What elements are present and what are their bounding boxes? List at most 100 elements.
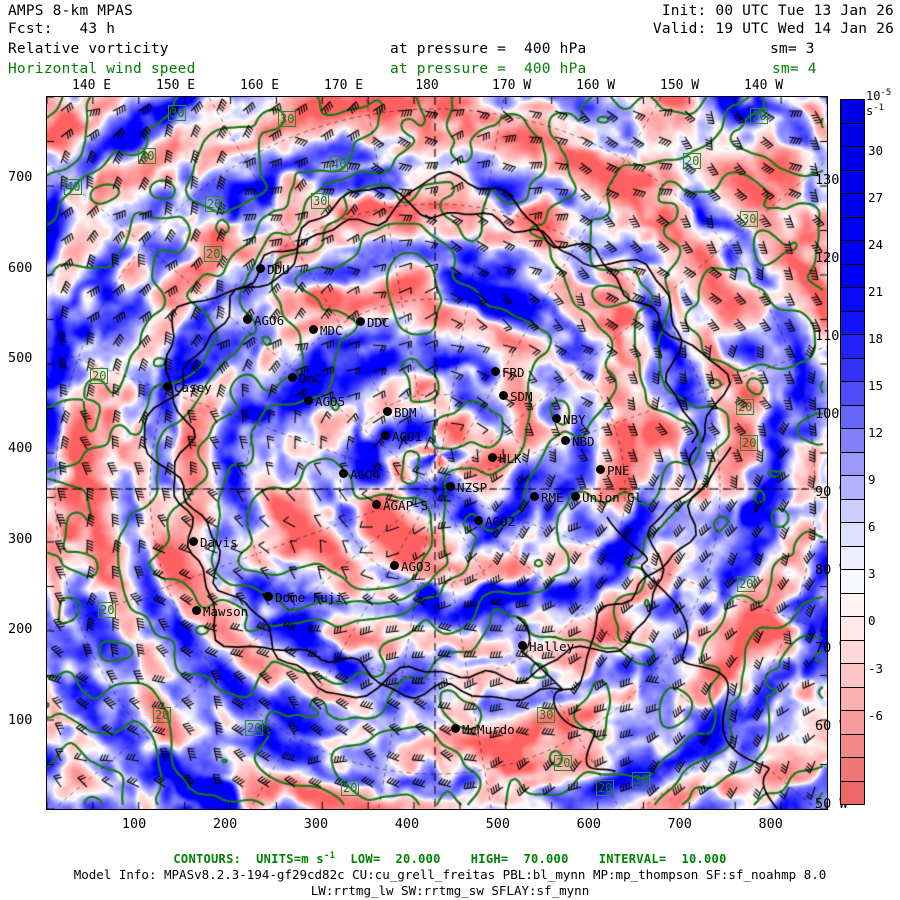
contour-value-label: 20 — [596, 780, 615, 796]
colorbar-tick-label: 30 — [868, 142, 884, 158]
x-tick-label: 700 — [667, 816, 692, 832]
station-marker: Mawson — [192, 604, 248, 619]
station-dot-icon — [189, 537, 198, 546]
station-label: DDU — [267, 262, 290, 277]
x-tick-label: 100 — [121, 816, 147, 832]
valid-time: Valid: 19 UTC Wed 14 Jan 26 — [652, 21, 894, 37]
y-tick-label: 700 — [8, 169, 33, 186]
station-dot-icon — [552, 414, 561, 423]
contour-value-label: 30 — [311, 193, 330, 209]
colorbar-tick-label: -3 — [868, 660, 884, 676]
station-marker: Davis — [189, 535, 238, 550]
station-marker: RME — [530, 490, 564, 505]
contour-value-label: 30 — [168, 105, 187, 121]
station-label: PNE — [607, 463, 630, 478]
colorbar-cell — [841, 147, 864, 171]
station-marker: NBD — [561, 434, 595, 449]
colorbar-cell — [841, 217, 864, 241]
contour-value-label: 30 — [740, 211, 759, 227]
y-tick-label: 500 — [8, 350, 33, 367]
colorbar-tick-label: 24 — [868, 236, 884, 252]
station-dot-icon — [499, 391, 508, 400]
station-dot-icon — [446, 482, 455, 491]
contour-value-label: 30 — [537, 707, 556, 723]
station-marker: AGO6 — [243, 313, 285, 328]
colorbar-cell — [841, 570, 864, 594]
x-tick-label: 500 — [485, 816, 511, 832]
colorbar-cell — [841, 288, 864, 312]
page-title: AMPS 8-km MPAS — [8, 3, 134, 19]
station-dot-icon — [309, 325, 318, 334]
station-marker: NBY — [552, 412, 586, 427]
station-label: AGO5 — [315, 394, 346, 409]
contour-value-label: 20 — [205, 196, 224, 212]
colorbar-tick-label: 21 — [868, 283, 884, 299]
station-dot-icon — [491, 367, 500, 376]
lon-top-label: 170 W — [492, 78, 532, 93]
colorbar-tick-label: -6 — [868, 707, 884, 723]
contour-value-label: 20 — [750, 108, 769, 124]
y-tick-label: 100 — [8, 711, 33, 728]
station-marker: Union Gl — [571, 490, 642, 505]
colorbar-cell — [841, 264, 864, 288]
station-marker: Dome Fuji — [264, 590, 343, 605]
colorbar-cell — [841, 523, 864, 547]
x-tick-label: 600 — [576, 816, 601, 832]
colorbar-cell — [841, 429, 864, 453]
station-dot-icon — [192, 606, 201, 615]
lon-top-label: 140 E — [72, 78, 112, 93]
station-marker: AGO2 — [474, 514, 515, 529]
physics-info: LW:rrtmg_lw SW:rrtmg_sw SFLAY:sf_mynn — [310, 883, 590, 898]
station-marker: SDM — [499, 389, 533, 404]
station-marker: DmC — [288, 371, 322, 386]
map-plot-panel[interactable]: DDU AGO6 MDC DDC DmC AGO5 Casey BDM AGO1 FRD SDM NB… — [46, 96, 828, 810]
station-label: BDM — [394, 405, 417, 420]
colorbar-cell — [841, 664, 864, 688]
station-dot-icon — [530, 492, 539, 501]
station-dot-icon — [339, 469, 348, 478]
station-marker: NZSP — [446, 480, 487, 495]
colorbar-cell — [841, 123, 864, 147]
station-label: AGO4 — [350, 467, 381, 482]
contour-value-label: 20 — [90, 368, 109, 384]
colorbar-tick-label: 6 — [868, 519, 876, 535]
station-dot-icon — [264, 592, 273, 601]
lon-top-label: 150 E — [156, 78, 196, 93]
contour-value-label: 20 — [737, 576, 756, 592]
station-dot-icon — [372, 500, 381, 509]
station-marker: AGO1 — [381, 429, 422, 444]
station-label: Halley — [529, 639, 575, 654]
station-dot-icon — [561, 436, 570, 445]
station-dot-icon — [163, 382, 172, 391]
station-dot-icon — [518, 641, 527, 650]
station-marker: AGO3 — [390, 559, 431, 574]
station-dot-icon — [243, 315, 252, 324]
y-tick-label: 600 — [8, 259, 33, 276]
station-label: AGO6 — [254, 313, 285, 328]
station-marker: BDM — [383, 405, 417, 420]
station-label: McMurdo — [462, 722, 515, 737]
colorbar-cell — [841, 617, 864, 641]
station-marker: Casey — [163, 380, 212, 395]
colorbar-cell — [841, 100, 864, 124]
station-label: DDC — [367, 315, 390, 330]
contour-value-label: 20 — [341, 780, 360, 796]
station-label: NBD — [572, 434, 595, 449]
station-dot-icon — [596, 465, 605, 474]
station-label: DmC — [299, 371, 322, 386]
station-label: Dome Fuji — [275, 590, 343, 605]
station-label: RME — [541, 490, 564, 505]
colorbar-cell — [841, 687, 864, 711]
colorbar-cell — [841, 382, 864, 406]
contour-value-label: 20 — [740, 435, 759, 451]
station-label: Davis — [200, 535, 238, 550]
colorbar-tick-label: 15 — [868, 378, 884, 394]
colorbar-cell — [841, 358, 864, 382]
station-label: FRD — [502, 365, 525, 380]
contour-value-label: 30 — [278, 111, 297, 127]
station-label: NBY — [563, 412, 586, 427]
station-dot-icon — [488, 453, 497, 462]
station-marker: DDC — [356, 315, 390, 330]
contour-value-label: 40 — [330, 156, 349, 172]
lon-top-label: 150 W — [660, 78, 700, 93]
